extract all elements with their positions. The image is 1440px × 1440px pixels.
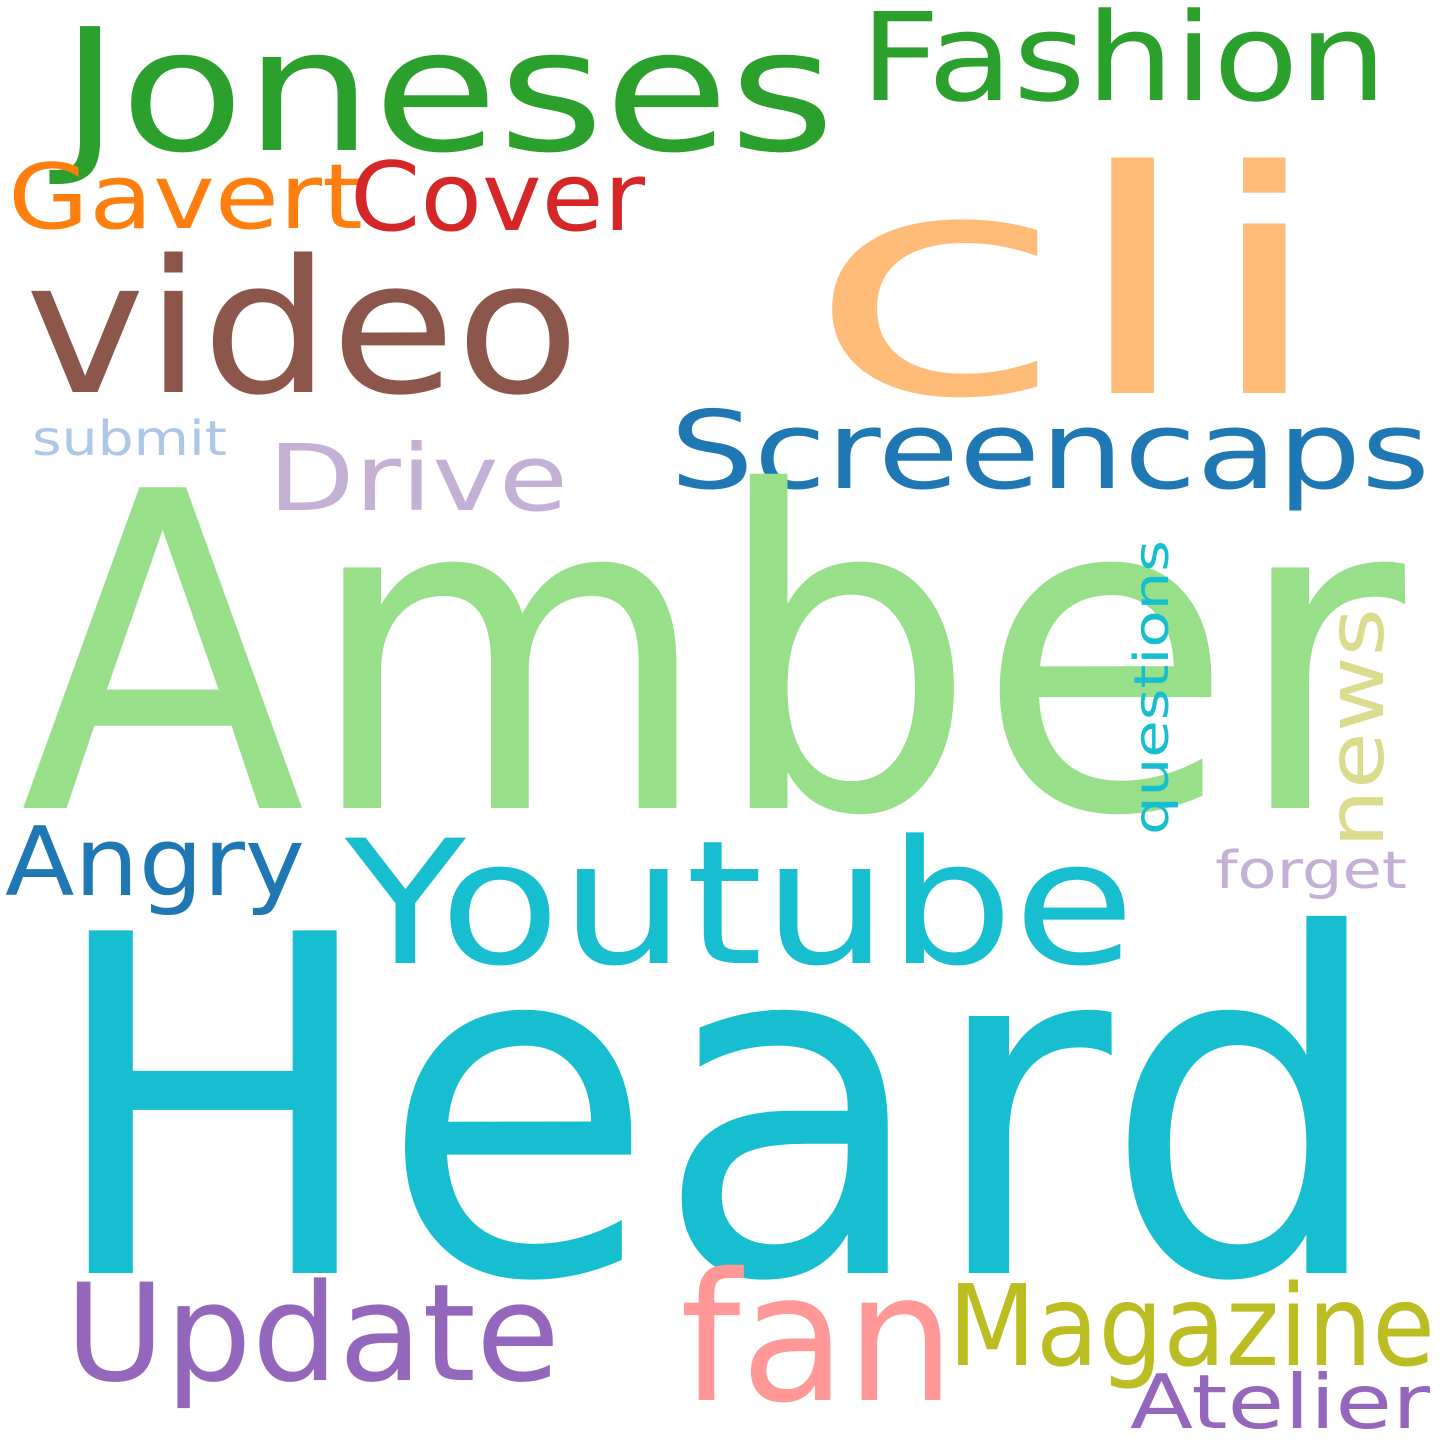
word-atelier: Atelier xyxy=(1130,1358,1430,1440)
word-update: Update xyxy=(65,1255,560,1412)
word-angry: Angry xyxy=(5,808,305,918)
word-screencaps: Screencaps xyxy=(670,389,1430,514)
word-questions: questions xyxy=(1124,540,1180,835)
word-submit: submit xyxy=(32,411,227,467)
word-youtube: Youtube xyxy=(344,803,1135,1004)
word-drive: Drive xyxy=(268,425,568,532)
word-gavert: Gavert xyxy=(8,145,363,250)
word-amber: Amber xyxy=(20,400,1409,912)
word-cli: cli xyxy=(806,106,1330,467)
word-cover: Cover xyxy=(350,143,646,253)
word-fan: fan xyxy=(680,1235,955,1440)
word-forget: forget xyxy=(1215,841,1407,901)
word-magazine: Magazine xyxy=(948,1262,1435,1392)
word-joneses: Joneses xyxy=(49,0,835,191)
word-news: news xyxy=(1312,608,1402,848)
word-heard: Heard xyxy=(45,837,1387,1384)
word-video: video xyxy=(25,220,580,436)
word-fashion: Fashion xyxy=(860,0,1387,129)
